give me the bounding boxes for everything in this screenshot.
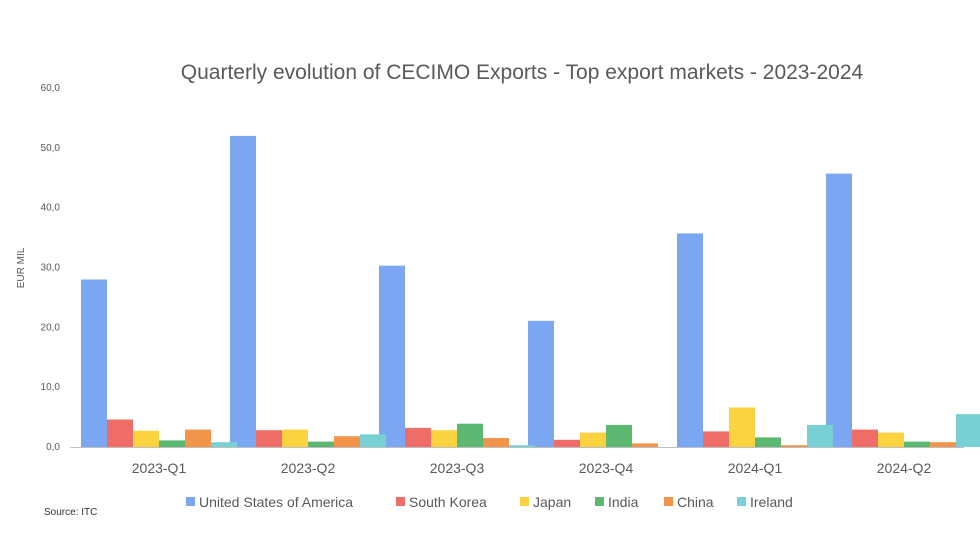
bar-ireland-2023-q2 <box>360 434 386 447</box>
bar-china-2023-q4 <box>632 443 658 447</box>
bar-ireland-2024-q1 <box>807 424 833 447</box>
legend: United States of America South Korea Japan… <box>186 494 793 510</box>
legend-swatch <box>664 497 673 506</box>
bar-india-2023-q1 <box>159 440 185 447</box>
bar-japan-2024-q2 <box>878 432 904 447</box>
bar-india-2024-q1 <box>755 437 781 447</box>
legend-swatch <box>396 497 405 506</box>
bar-south-korea-2023-q4 <box>554 439 580 447</box>
legend-label: Ireland <box>750 494 793 510</box>
bar-china-2023-q1 <box>185 429 211 447</box>
bar-japan-2024-q1 <box>729 407 755 447</box>
bar-china-2024-q1 <box>781 445 807 447</box>
y-axis-ticks: 0,0 10,0 20,0 30,0 40,0 50,0 60,0 <box>41 83 61 453</box>
bar-japan-2023-q4 <box>580 432 606 447</box>
legend-label: China <box>677 494 714 510</box>
bar-united-states-of-america-2023-q1 <box>81 279 107 447</box>
y-tick-label: 50,0 <box>41 143 61 154</box>
bar-united-states-of-america-2023-q2 <box>230 135 256 447</box>
x-tick-label: 2023-Q1 <box>132 460 187 476</box>
x-tick-label: 2023-Q4 <box>579 460 634 476</box>
source-note: Source: ITC <box>44 507 97 518</box>
bar-india-2023-q3 <box>457 423 483 447</box>
y-tick-label: 30,0 <box>41 263 61 274</box>
bar-south-korea-2023-q2 <box>256 430 282 447</box>
y-tick-label: 40,0 <box>41 203 61 214</box>
bar-united-states-of-america-2023-q3 <box>379 265 405 447</box>
bar-india-2024-q2 <box>904 441 930 447</box>
y-tick-label: 10,0 <box>41 382 61 393</box>
legend-swatch <box>595 497 604 506</box>
y-tick-label: 0,0 <box>46 442 60 453</box>
bar-china-2023-q3 <box>483 438 509 447</box>
y-tick-label: 20,0 <box>41 322 61 333</box>
bar-south-korea-2023-q1 <box>107 419 133 447</box>
bar-united-states-of-america-2024-q1 <box>677 233 703 447</box>
bar-china-2024-q2 <box>930 442 956 447</box>
bar-ireland-2023-q1 <box>211 442 237 447</box>
bar-south-korea-2024-q2 <box>852 429 878 447</box>
legend-label: United States of America <box>199 494 353 510</box>
chart-title: Quarterly evolution of CECIMO Exports - … <box>181 61 864 84</box>
legend-swatch <box>737 497 746 506</box>
legend-swatch <box>520 497 529 506</box>
y-tick-label: 60,0 <box>41 83 61 94</box>
legend-label: India <box>608 494 639 510</box>
legend-label: South Korea <box>409 494 487 510</box>
bar-ireland-2023-q3 <box>509 445 535 447</box>
bar-china-2023-q2 <box>334 436 360 447</box>
bar-united-states-of-america-2024-q2 <box>826 173 852 447</box>
bar-united-states-of-america-2023-q4 <box>528 320 554 447</box>
bar-ireland-2024-q2 <box>956 414 980 447</box>
x-tick-label: 2023-Q2 <box>281 460 336 476</box>
x-tick-label: 2024-Q1 <box>728 460 783 476</box>
bar-japan-2023-q2 <box>282 429 308 447</box>
x-tick-label: 2023-Q3 <box>430 460 485 476</box>
bar-japan-2023-q3 <box>431 430 457 447</box>
y-axis-title: EUR MIL <box>16 247 27 288</box>
bar-japan-2023-q1 <box>133 430 159 447</box>
legend-swatch <box>186 497 195 506</box>
x-tick-label: 2024-Q2 <box>877 460 932 476</box>
bar-india-2023-q2 <box>308 441 334 447</box>
bar-india-2023-q4 <box>606 424 632 447</box>
legend-label: Japan <box>533 494 571 510</box>
bars-group <box>81 135 980 447</box>
x-axis-labels: 2023-Q1 2023-Q2 2023-Q3 2023-Q4 2024-Q1 2024-… <box>132 460 932 476</box>
bar-south-korea-2023-q3 <box>405 427 431 447</box>
bar-south-korea-2024-q1 <box>703 431 729 447</box>
